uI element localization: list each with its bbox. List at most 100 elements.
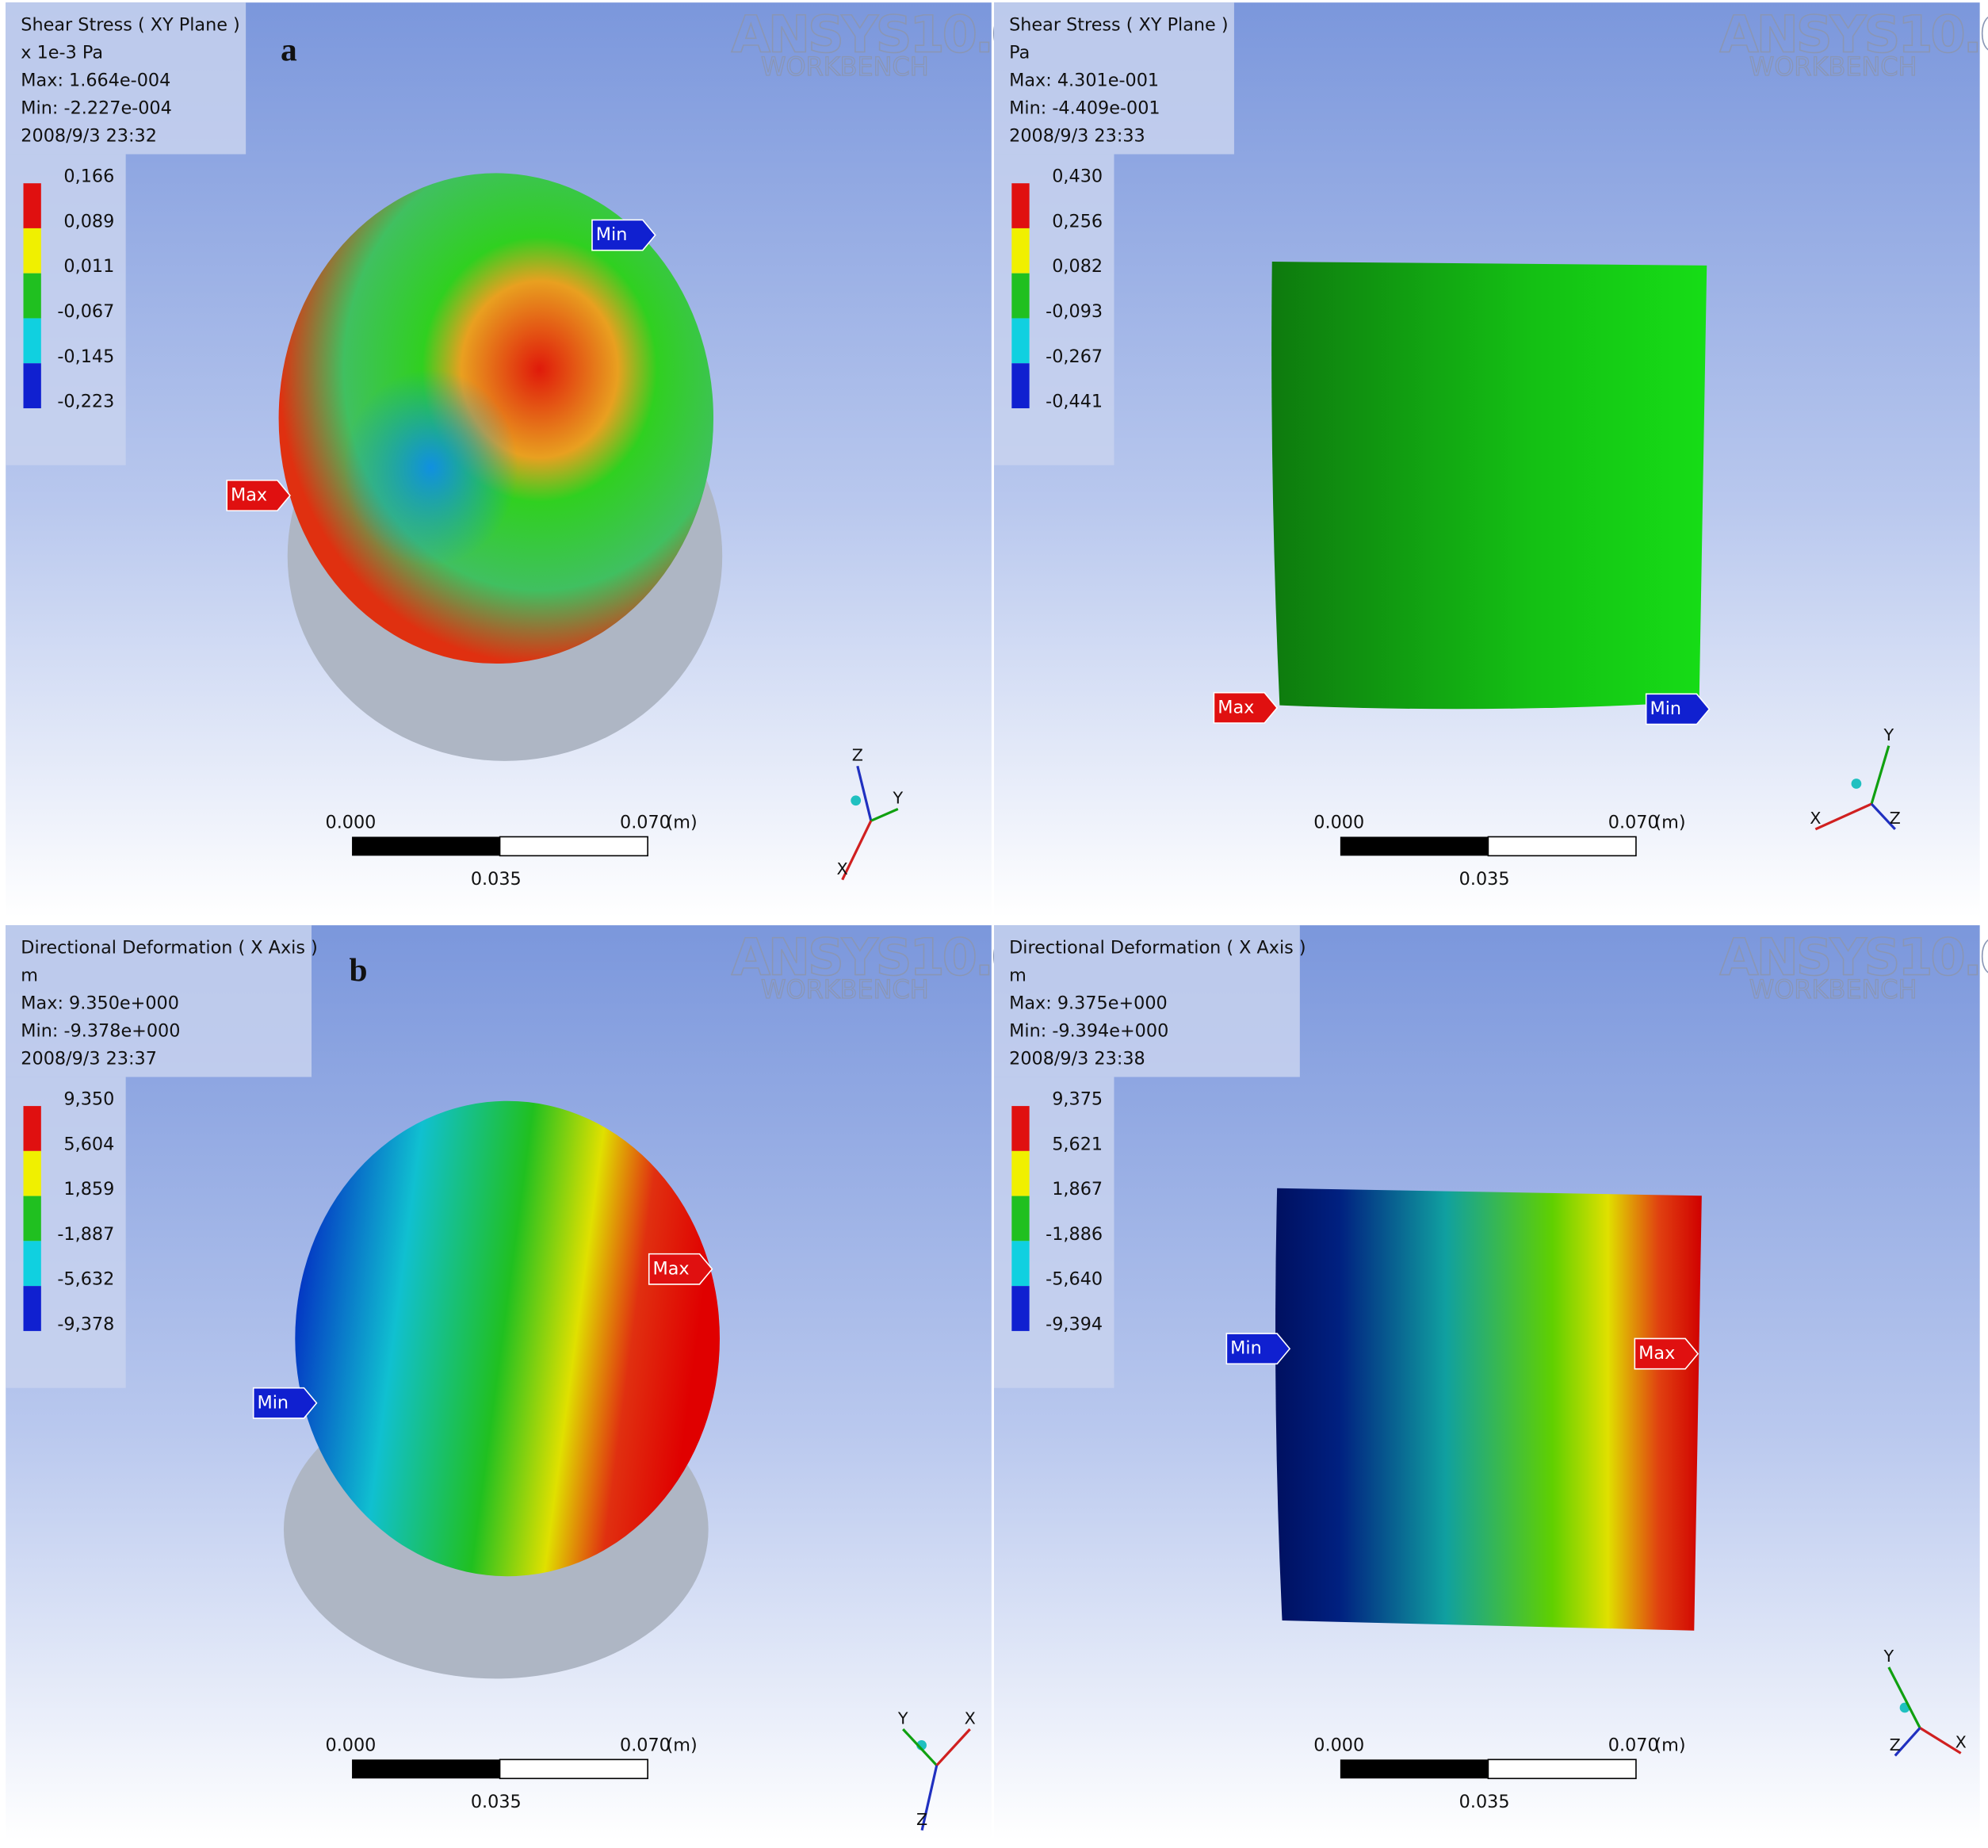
scale-right: 0.070 — [1608, 1735, 1659, 1755]
legend-label: 0,011 — [63, 256, 114, 277]
triad-label: Y — [897, 1708, 908, 1727]
triad-axis — [1919, 1727, 1962, 1754]
watermark-product: WORKBENCH — [1749, 52, 1917, 82]
scale-left: 0.000 — [1313, 1735, 1364, 1755]
info-line: Max: 4.301e-001 — [1009, 71, 1159, 91]
model — [1271, 262, 1707, 710]
triad-label: Y — [1883, 725, 1894, 744]
legend-swatch — [1011, 1106, 1030, 1151]
legend-label: 0,089 — [63, 211, 114, 231]
legend-label: -1,887 — [57, 1224, 114, 1245]
triad-label: X — [1810, 809, 1821, 828]
triad-axis — [870, 807, 899, 822]
legend-swatch — [23, 318, 41, 364]
triad-axis — [902, 1728, 938, 1766]
info-line: Min: -9.394e+000 — [1009, 1021, 1168, 1042]
legend-swatch — [1011, 1196, 1030, 1242]
triad-axis — [935, 1728, 971, 1766]
triad-label: Z — [916, 1810, 927, 1829]
legend-label: 1,859 — [63, 1179, 114, 1199]
scale-left: 0.000 — [326, 1735, 377, 1755]
scale-white — [1487, 1758, 1637, 1780]
scale-mid: 0.035 — [1459, 1792, 1510, 1812]
legend-label: -0,267 — [1046, 346, 1103, 367]
model — [295, 1100, 721, 1577]
scale-unit: (m) — [1654, 1735, 1685, 1755]
legend-label: -5,640 — [1046, 1269, 1103, 1290]
triad-axis — [1870, 745, 1891, 805]
info-line: Min: -2.227e-004 — [21, 98, 172, 119]
info-box — [994, 925, 1300, 1077]
triad-label: X — [1956, 1733, 1967, 1752]
probe-tag-label: Min — [1230, 1338, 1262, 1359]
legend-label: 0,166 — [63, 166, 114, 187]
info-line: Shear Stress ( XY Plane ) — [1009, 14, 1228, 35]
triad-ball — [851, 795, 862, 806]
scale-white — [499, 836, 648, 857]
legend-swatch — [23, 1150, 41, 1196]
legend-label: -0,093 — [1046, 301, 1103, 322]
legend-label: 9,350 — [63, 1089, 114, 1110]
legend-label: -5,632 — [57, 1269, 114, 1290]
info-line: Min: -4.409e-001 — [1009, 98, 1160, 119]
probe-tag-label: Min — [596, 224, 628, 245]
legend-label: -9,378 — [57, 1314, 114, 1334]
legend-swatch — [1011, 273, 1030, 319]
triad-label: Z — [1890, 809, 1901, 828]
info-line: Directional Deformation ( X Axis ) — [21, 937, 317, 958]
scale-right: 0.070 — [620, 812, 671, 832]
scale-left: 0.000 — [1313, 812, 1364, 832]
probe-tag — [648, 1253, 713, 1285]
watermark-brand: ANSYS10.0 — [732, 6, 1025, 64]
probe-tag — [226, 480, 291, 511]
scale-right: 0.070 — [620, 1735, 671, 1755]
triad-axis — [1887, 1666, 1921, 1729]
scale-black — [352, 1759, 500, 1779]
watermark-product: WORKBENCH — [761, 52, 929, 82]
probe-tag-label: Max — [231, 485, 267, 506]
legend-label: -1,886 — [1046, 1224, 1103, 1245]
triad-label: Z — [852, 745, 863, 764]
legend-label: -0,441 — [1046, 392, 1103, 412]
probe-tag — [1634, 1337, 1699, 1370]
panel-letter: b — [349, 951, 367, 988]
legend-swatch — [1011, 318, 1030, 364]
probe-tag-label: Min — [257, 1392, 289, 1413]
watermark-product: WORKBENCH — [761, 974, 929, 1004]
watermark-brand: ANSYS10.0 — [1719, 6, 1988, 64]
scale-left: 0.000 — [326, 812, 377, 832]
legend-label: 9,375 — [1052, 1089, 1103, 1110]
scale-right: 0.070 — [1608, 812, 1659, 832]
info-line: Max: 1.664e-004 — [21, 71, 170, 91]
triad-label: Y — [892, 789, 903, 808]
watermark-brand: ANSYS10.0 — [1719, 928, 1988, 987]
triad-axis — [1894, 1727, 1921, 1757]
legend-label: 0,256 — [1052, 211, 1103, 231]
triad-axis — [1870, 802, 1896, 831]
info-line: m — [1009, 965, 1026, 985]
info-line: Max: 9.375e+000 — [1009, 993, 1168, 1013]
scale-mid: 0.035 — [471, 869, 522, 890]
legend-swatch — [23, 1286, 41, 1331]
model-spot — [278, 173, 714, 664]
probe-tag-label: Max — [1638, 1343, 1675, 1364]
probe-tag — [1213, 691, 1279, 724]
legend-label: -0,223 — [57, 392, 114, 412]
watermark-product: WORKBENCH — [1749, 974, 1917, 1004]
legend-label: -0,067 — [57, 301, 114, 322]
legend-swatch — [1011, 183, 1030, 228]
legend-swatch — [23, 183, 41, 228]
info-line: x 1e-3 Pa — [21, 42, 103, 63]
triad-axis — [1814, 802, 1872, 831]
legend-swatch — [1011, 363, 1030, 408]
triad-label: X — [837, 859, 848, 878]
legend-swatch — [23, 228, 41, 274]
scale-black — [352, 836, 500, 856]
scale-white — [1487, 836, 1637, 857]
legend-swatch — [23, 1241, 41, 1287]
info-line: 2008/9/3 23:38 — [1009, 1049, 1145, 1069]
